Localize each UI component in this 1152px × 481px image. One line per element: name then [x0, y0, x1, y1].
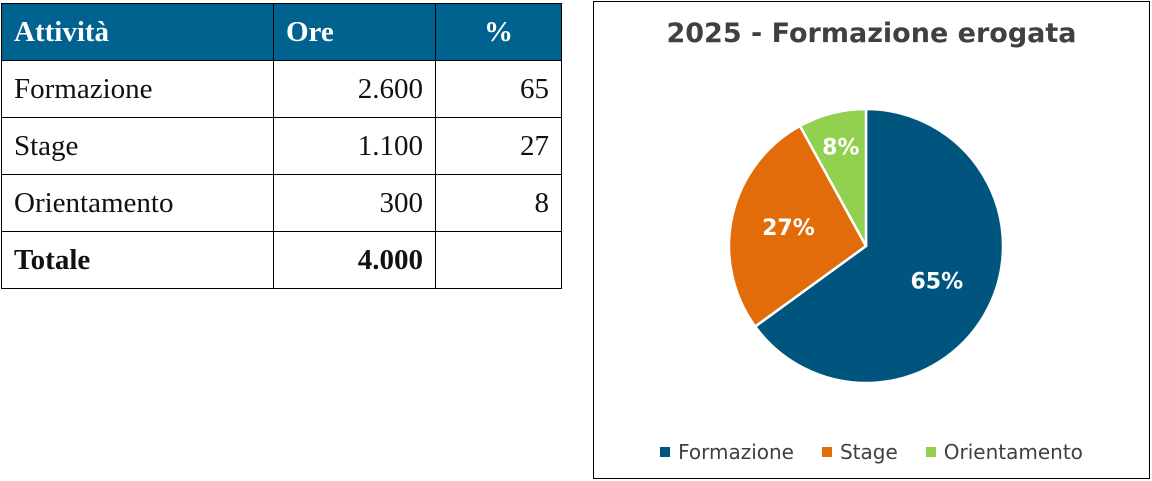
cell-percent: 27: [435, 117, 562, 175]
pie-slice-orientamento: [798, 107, 868, 247]
cell-percent: 8: [435, 174, 562, 232]
pie-label-stage: 27%: [762, 216, 815, 241]
legend-item-stage: Stage: [821, 440, 898, 464]
total-percent: [435, 231, 562, 289]
legend-swatch: [925, 447, 936, 457]
legend-label: Stage: [839, 440, 898, 464]
legend-item-formazione: Formazione: [660, 440, 794, 464]
header-percent: %: [435, 3, 562, 61]
total-hours: 4.000: [273, 231, 436, 289]
header-activity: Attività: [1, 3, 274, 61]
cell-activity: Formazione: [1, 60, 274, 118]
table-row: Formazione 2.600 65: [1, 60, 562, 118]
pie-label-orientamento: 8%: [822, 135, 859, 160]
header-hours: Ore: [273, 3, 436, 61]
table-row: Orientamento 300 8: [1, 174, 562, 232]
total-label: Totale: [1, 231, 274, 289]
chart-panel: 2025 - Formazione erogata 65% 27% 8% Forma…: [593, 1, 1150, 479]
legend-label: Orientamento: [943, 440, 1083, 464]
cell-hours: 2.600: [273, 60, 436, 118]
cell-percent: 65: [435, 60, 562, 118]
cell-activity: Stage: [1, 117, 274, 175]
legend-label: Formazione: [678, 440, 794, 464]
table-header-row: Attività Ore %: [1, 3, 562, 61]
cell-hours: 1.100: [273, 117, 436, 175]
cell-activity: Orientamento: [1, 174, 274, 232]
pie-slice-stage: [727, 124, 868, 329]
chart-title: 2025 - Formazione erogata: [666, 18, 1077, 49]
pie-chart: 65% 27% 8%: [727, 107, 1005, 385]
legend-swatch: [821, 447, 832, 457]
chart-legend: Formazione Stage Orientamento: [594, 440, 1149, 464]
pie-label-formazione: 65%: [910, 270, 963, 295]
legend-swatch: [660, 447, 671, 457]
pie-slice-formazione: [753, 107, 1005, 385]
legend-item-orientamento: Orientamento: [925, 440, 1083, 464]
table-row: Stage 1.100 27: [1, 117, 562, 175]
cell-hours: 300: [273, 174, 436, 232]
table-total-row: Totale 4.000: [1, 231, 562, 289]
activity-table: Attività Ore % Formazione 2.600 65 Stage…: [1, 3, 562, 289]
